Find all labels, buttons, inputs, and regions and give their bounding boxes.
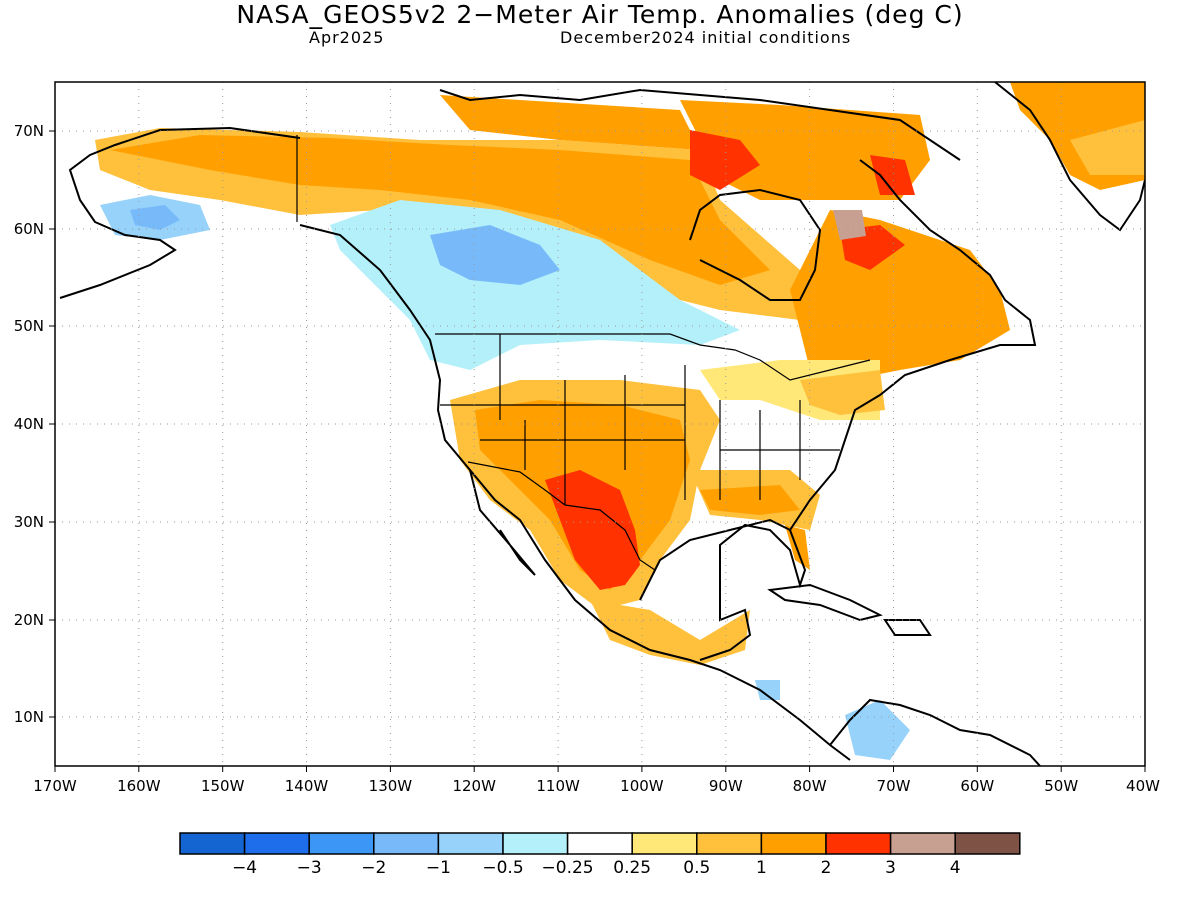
coastlines <box>59 82 1145 766</box>
coastline-alaska <box>59 126 301 299</box>
coastline-hudson-bay <box>689 188 822 301</box>
lat-label: 30N <box>14 513 44 531</box>
colorbar-label: −4 <box>232 858 257 878</box>
coastline-south-america <box>829 698 1041 766</box>
colorbar-label: −0.25 <box>542 858 594 878</box>
hot-region-baffin-east <box>870 155 915 195</box>
initial-conditions: December2024 initial conditions <box>560 28 852 47</box>
coastline-arctic-islands <box>439 88 961 161</box>
lon-label: 60W <box>960 777 994 795</box>
lon-label: 170W <box>33 777 77 795</box>
anomaly-fill <box>95 82 1145 760</box>
colorbar-label: 4 <box>950 858 961 878</box>
colorbar-swatch <box>825 832 892 855</box>
warm-region-southeast-core <box>700 485 800 515</box>
colorbar-swatch <box>954 832 1021 855</box>
colorbar-swatch <box>760 832 827 855</box>
colorbar-swatch <box>696 832 763 855</box>
colorbar-label: −3 <box>297 858 322 878</box>
cool-region-western-canada-center <box>430 225 560 285</box>
lon-label: 150W <box>201 777 245 795</box>
lat-label: 70N <box>14 122 44 140</box>
lon-label: 160W <box>117 777 161 795</box>
lon-label: 110W <box>536 777 580 795</box>
colorbar-labels: −4 −3 −2 −1 −0.5 −0.25 0.25 0.5 1 2 3 4 <box>232 858 961 878</box>
border-us-mexico <box>467 461 656 571</box>
map-title: NASA_GEOS5v2 2−Meter Air Temp. Anomalies… <box>236 0 964 29</box>
warm-region-mexico-south <box>590 600 750 665</box>
cool-region-central-america <box>755 680 780 700</box>
cool-region-alaska-core <box>130 205 180 230</box>
lon-label: 140W <box>285 777 329 795</box>
borders <box>296 135 871 571</box>
lon-label: 40W <box>1126 777 1160 795</box>
colorbar-swatch <box>437 832 504 855</box>
coastline-greenland <box>994 82 1145 232</box>
lon-label: 100W <box>620 777 664 795</box>
colorbar-swatch <box>889 832 956 855</box>
border-us-canada <box>435 333 871 381</box>
lon-axis-labels: 170W 160W 150W 140W 130W 120W 110W 100W … <box>33 777 1160 795</box>
coastline-pacific <box>299 224 851 761</box>
tick-marks <box>49 130 1146 772</box>
lon-label: 70W <box>877 777 911 795</box>
colorbar-swatch <box>631 832 698 855</box>
extreme-region-quebec <box>833 210 866 240</box>
colorbar-label: −1 <box>426 858 451 878</box>
coastline-atlantic <box>789 159 1037 531</box>
colorbar-swatch <box>308 832 375 855</box>
colorbar-label: 0.5 <box>683 858 710 878</box>
colorbar-label: 2 <box>821 858 832 878</box>
colorbar-label: 3 <box>885 858 896 878</box>
lat-axis-labels: 70N 60N 50N 40N 30N 20N 10N <box>14 122 44 726</box>
cool-region-south-america <box>845 700 910 760</box>
coastline-gulf <box>639 518 807 661</box>
colorbar-label: −2 <box>361 858 386 878</box>
coastline-hispaniola <box>883 619 932 636</box>
coastline-baja <box>469 469 536 576</box>
lat-label: 20N <box>14 611 44 629</box>
warm-region-arctic-core <box>110 135 770 285</box>
lon-label: 50W <box>1044 777 1078 795</box>
border-states <box>440 334 840 505</box>
lon-label: 90W <box>709 777 743 795</box>
colorbar-swatch <box>502 832 569 855</box>
colorbar-swatch <box>373 832 440 855</box>
lat-label: 40N <box>14 415 44 433</box>
lon-label: 80W <box>793 777 827 795</box>
warm-region-quebec <box>790 210 1010 380</box>
lat-label: 50N <box>14 317 44 335</box>
mild-region-greenland <box>1070 120 1145 175</box>
forecast-month: Apr2025 <box>309 28 385 47</box>
colorbar <box>179 832 1021 855</box>
hot-region-mexico <box>545 470 640 590</box>
hot-region-baffin <box>690 130 760 190</box>
lat-label: 60N <box>14 220 44 238</box>
colorbar-label: 0.25 <box>613 858 651 878</box>
colorbar-label: −0.5 <box>482 858 523 878</box>
lon-label: 130W <box>369 777 413 795</box>
colorbar-swatch <box>566 832 633 855</box>
lat-label: 10N <box>14 708 44 726</box>
colorbar-label: 1 <box>756 858 767 878</box>
colorbar-swatch <box>179 832 246 855</box>
colorbar-swatch <box>243 832 310 855</box>
lon-label: 120W <box>452 777 496 795</box>
warm-region-north <box>440 95 700 150</box>
coastline-cuba <box>767 583 883 622</box>
